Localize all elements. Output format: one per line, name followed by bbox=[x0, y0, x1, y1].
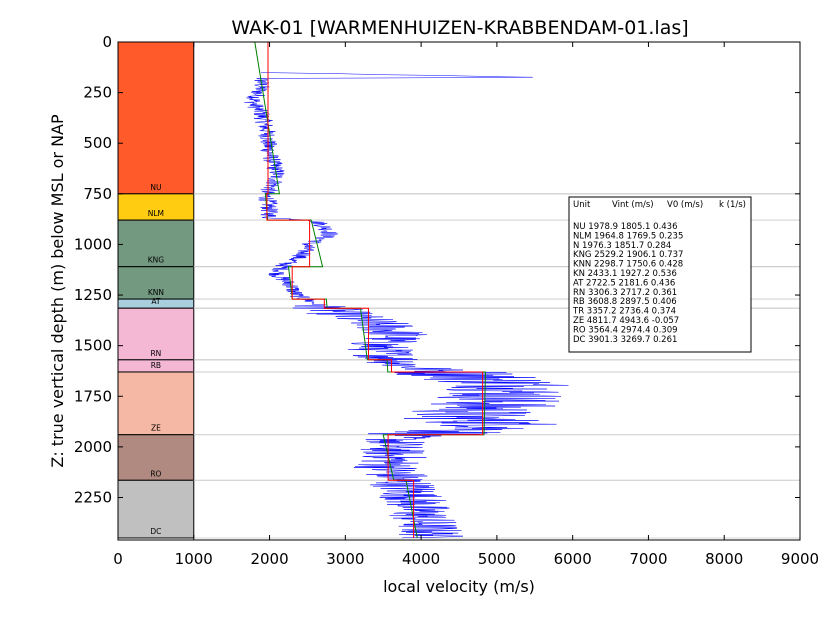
unit-block-kng bbox=[117, 219, 195, 268]
y-tick-label: 1500 bbox=[74, 337, 112, 355]
chart-title: WAK-01 [WARMENHUIZEN-KRABBENDAM-01.las] bbox=[231, 17, 688, 39]
x-tick-label: 3000 bbox=[326, 550, 364, 568]
y-axis-label: Z: true vertical depth (m) below MSL or … bbox=[48, 114, 67, 468]
unit-table-row: DC 3901.3 3269.7 0.261 bbox=[573, 335, 677, 345]
x-tick-label: 9000 bbox=[781, 550, 819, 568]
x-tick-label: 8000 bbox=[705, 550, 743, 568]
unit-label-rb: RB bbox=[151, 361, 161, 370]
unit-table-row: NU 1978.9 1805.1 0.436 bbox=[573, 222, 678, 232]
unit-label-nu: NU bbox=[150, 183, 161, 192]
unit-table-row: NLM 1964.8 1769.5 0.235 bbox=[573, 231, 683, 241]
unit-label-knn: KNN bbox=[148, 288, 164, 297]
y-tick-label: 1750 bbox=[74, 387, 112, 405]
series-log-velocity bbox=[244, 72, 569, 539]
unit-label-kng: KNG bbox=[148, 256, 165, 265]
unit-label-nlm: NLM bbox=[148, 209, 164, 218]
unit-table-row: RB 3608.8 2897.5 0.406 bbox=[573, 297, 677, 307]
unit-label-ro: RO bbox=[150, 469, 161, 478]
unit-label-at: AT bbox=[151, 297, 161, 306]
series-vint bbox=[266, 42, 484, 538]
unit-table-row: ZE 4811.7 4943.6 -0.057 bbox=[573, 316, 679, 326]
x-tick-label: 4000 bbox=[402, 550, 440, 568]
unit-table-row: KN 2433.1 1927.2 0.536 bbox=[573, 269, 677, 279]
unit-table-row: KNG 2529.2 1906.1 0.737 bbox=[573, 250, 683, 260]
unit-block-nu bbox=[117, 41, 195, 195]
unit-label-ze: ZE bbox=[151, 424, 161, 433]
unit-table-frame bbox=[568, 196, 752, 353]
x-tick-label: 6000 bbox=[554, 550, 592, 568]
unit-table-header: Unit Vint (m/s) V0 (m/s) k (1/s) bbox=[573, 200, 746, 210]
unit-table-row: AT 2722.5 2181.6 0.436 bbox=[573, 278, 675, 288]
x-tick-label: 7000 bbox=[629, 550, 667, 568]
unit-block-rn bbox=[117, 307, 195, 361]
unit-table-row: N 1976.3 1851.7 0.284 bbox=[573, 241, 671, 251]
unit-label-rn: RN bbox=[150, 349, 161, 358]
unit-table-row: KNN 2298.7 1750.6 0.428 bbox=[573, 260, 683, 270]
unit-table-row: RN 3306.3 2717.2 0.361 bbox=[573, 288, 677, 298]
x-tick-label: 5000 bbox=[478, 550, 516, 568]
x-tick-label: 2000 bbox=[250, 550, 288, 568]
unit-table-row: RO 3564.4 2974.4 0.309 bbox=[573, 325, 678, 335]
x-tick-label: 1000 bbox=[175, 550, 213, 568]
unit-block-dc bbox=[117, 479, 195, 539]
unit-label-dc: DC bbox=[150, 527, 161, 536]
unit-table-header-cell: Unit bbox=[573, 200, 591, 210]
y-tick-label: 2000 bbox=[74, 438, 112, 456]
unit-table: Unit Vint (m/s) V0 (m/s) k (1/s) NU 1978.9 … bbox=[568, 196, 752, 353]
y-tick-label: 1250 bbox=[74, 286, 112, 304]
y-tick-label: 2250 bbox=[74, 488, 112, 506]
y-tick-label: 750 bbox=[83, 185, 112, 203]
x-axis-label: local velocity (m/s) bbox=[383, 577, 535, 596]
unit-table-row: TR 3357.2 2736.4 0.374 bbox=[572, 307, 676, 317]
y-tick-label: 1000 bbox=[74, 235, 112, 253]
y-tick-label: 250 bbox=[83, 84, 112, 102]
x-tick-label: 0 bbox=[113, 550, 123, 568]
x-axis: 0 1000 2000 3000 4000 5000 6000 7000 8000 9000 bbox=[113, 42, 819, 568]
unit-table-header-cell: V0 (m/s) bbox=[667, 200, 703, 210]
y-axis: 0 250 500 750 1000 1250 1500 1750 2000 2250 bbox=[74, 33, 800, 506]
plot-frame bbox=[117, 41, 801, 541]
unit-table-header-cell: k (1/s) bbox=[719, 200, 746, 210]
series-group bbox=[244, 41, 569, 539]
y-tick-label: 0 bbox=[102, 33, 112, 51]
unit-table-header-cell: Vint (m/s) bbox=[612, 200, 654, 210]
y-tick-label: 500 bbox=[83, 134, 112, 152]
